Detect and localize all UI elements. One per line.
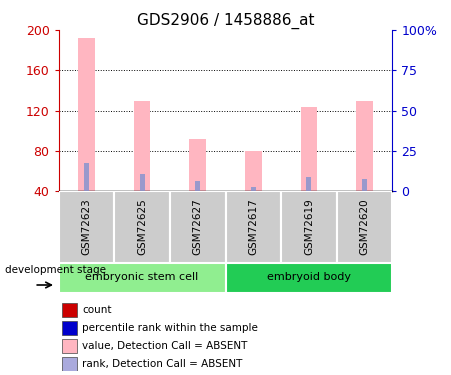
Title: GDS2906 / 1458886_at: GDS2906 / 1458886_at	[137, 12, 314, 28]
Bar	[170, 191, 226, 262]
Bar	[62, 357, 77, 370]
Text: GSM72620: GSM72620	[359, 199, 369, 255]
Bar	[251, 187, 256, 191]
Bar	[62, 321, 77, 334]
Text: development stage: development stage	[5, 265, 106, 275]
Bar	[245, 151, 262, 191]
Bar	[226, 262, 392, 292]
Bar	[62, 303, 77, 316]
Bar	[356, 100, 373, 191]
Text: GSM72627: GSM72627	[193, 198, 202, 255]
Bar	[337, 191, 392, 262]
Bar	[189, 139, 206, 191]
Text: GSM72625: GSM72625	[137, 198, 147, 255]
Bar	[195, 181, 200, 191]
Bar	[59, 191, 114, 262]
Bar	[59, 262, 226, 292]
Text: count: count	[82, 305, 111, 315]
Bar	[114, 191, 170, 262]
Bar	[139, 174, 145, 191]
Text: value, Detection Call = ABSENT: value, Detection Call = ABSENT	[82, 341, 247, 351]
Text: GSM72617: GSM72617	[249, 198, 258, 255]
Bar	[306, 177, 312, 191]
Bar	[84, 163, 89, 191]
Text: embryonic stem cell: embryonic stem cell	[85, 273, 199, 282]
Text: embryoid body: embryoid body	[267, 273, 351, 282]
Text: rank, Detection Call = ABSENT: rank, Detection Call = ABSENT	[82, 359, 242, 369]
Text: GSM72623: GSM72623	[82, 198, 92, 255]
Text: percentile rank within the sample: percentile rank within the sample	[82, 323, 258, 333]
Bar	[281, 191, 337, 262]
Bar	[362, 179, 367, 191]
Bar	[226, 191, 281, 262]
Bar	[62, 339, 77, 352]
Bar	[300, 106, 318, 191]
Bar	[133, 100, 151, 191]
Bar	[78, 38, 95, 191]
Text: GSM72619: GSM72619	[304, 198, 314, 255]
